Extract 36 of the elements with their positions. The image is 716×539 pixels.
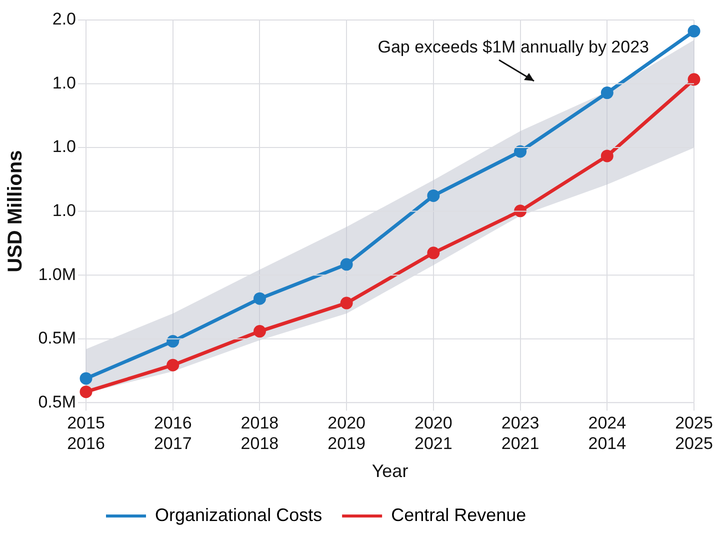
x-tick-label: 2020 2021: [414, 413, 452, 453]
legend-label: Central Revenue: [391, 504, 526, 525]
point: [166, 358, 180, 372]
point: [514, 204, 527, 218]
text: 1.0: [52, 137, 76, 156]
x-tick-label: 2025 2025: [675, 413, 713, 453]
point: [688, 73, 700, 86]
text: 0.5M: [38, 392, 76, 412]
point: [688, 24, 700, 38]
point: [340, 296, 353, 310]
x-tick-label: 2024 2014: [588, 413, 626, 453]
text: 2.0: [52, 10, 76, 29]
text: 1.0: [52, 200, 76, 220]
point: [253, 292, 266, 305]
point: [80, 386, 92, 398]
point: [340, 258, 353, 271]
point: [80, 372, 92, 385]
x-tick-label: 2018 2018: [240, 413, 279, 453]
annotation: Gap exceeds $1M annually by 2023: [378, 38, 649, 57]
legend-label: Organizational Costs: [155, 504, 322, 525]
y-axis-title: USD Millions: [4, 150, 27, 272]
x-tick-label: 2015 2016: [67, 413, 105, 453]
x-axis-title: Year: [372, 461, 408, 482]
text: 1.0: [52, 73, 76, 92]
point: [427, 189, 440, 202]
point: [514, 145, 527, 158]
point: [427, 246, 440, 260]
point: [253, 325, 266, 338]
text: 0.5M: [38, 328, 76, 348]
x-tick-label: 2016 2017: [154, 413, 192, 453]
point: [166, 335, 180, 348]
x-tick-label: 2023 2021: [501, 413, 540, 453]
point: [600, 150, 614, 162]
point: [600, 86, 614, 100]
text: 1.0M: [38, 264, 76, 284]
x-tick-label: 2020 2019: [328, 413, 366, 453]
